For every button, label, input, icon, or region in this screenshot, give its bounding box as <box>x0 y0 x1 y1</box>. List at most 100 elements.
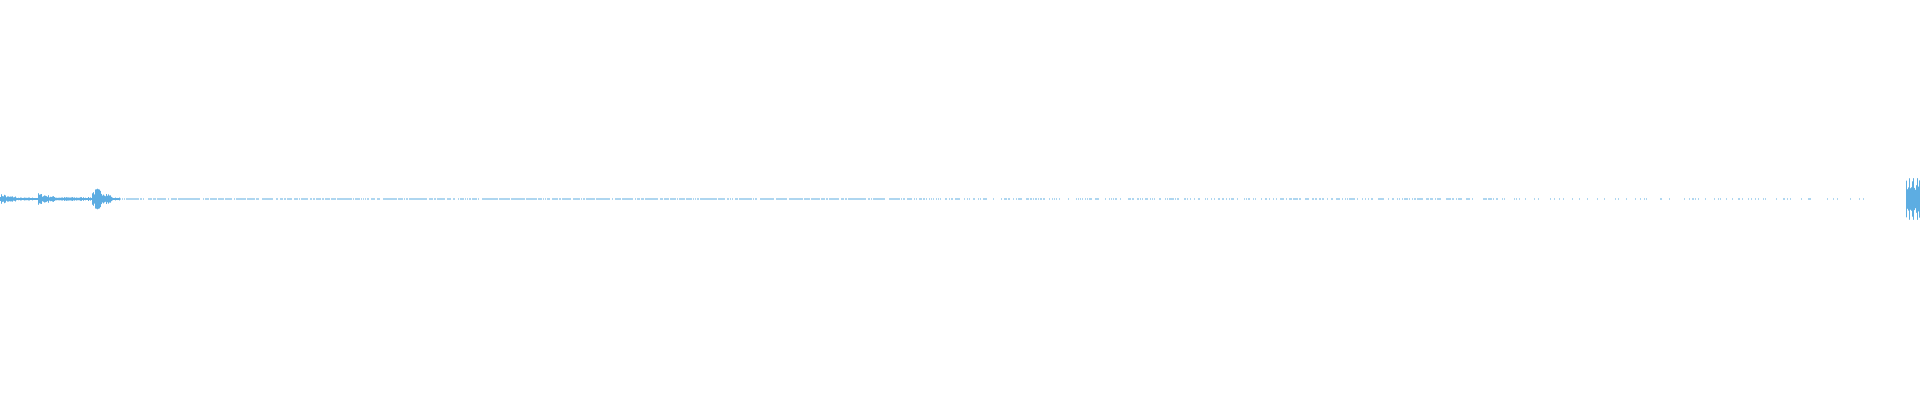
waveform-sample <box>916 198 917 200</box>
waveform-sample <box>1290 198 1291 200</box>
waveform-sample <box>1140 198 1141 200</box>
waveform-sample <box>307 198 308 200</box>
waveform-sample <box>1283 198 1284 200</box>
waveform-sample <box>838 198 839 200</box>
waveform-sample <box>579 198 580 200</box>
waveform-sample <box>178 198 179 200</box>
waveform-sample <box>898 198 899 200</box>
waveform-sample <box>399 198 400 200</box>
waveform-sample <box>1538 198 1539 200</box>
waveform-sample <box>599 198 600 200</box>
waveform-sample <box>745 198 746 200</box>
waveform-sample <box>262 198 263 200</box>
waveform-sample <box>339 198 340 200</box>
waveform-sample <box>1035 198 1036 200</box>
waveform-sample <box>64 197 65 201</box>
waveform-sample <box>1365 198 1366 200</box>
waveform-sample <box>474 198 475 200</box>
waveform-sample <box>494 198 495 200</box>
waveform-sample <box>1308 198 1309 200</box>
waveform-sample <box>567 198 568 200</box>
waveform-sample <box>1640 198 1641 200</box>
waveform-sample <box>384 198 385 200</box>
waveform-sample <box>1809 198 1810 200</box>
waveform-sample <box>365 198 366 200</box>
waveform-sample <box>1646 198 1647 200</box>
waveform-sample <box>531 198 532 200</box>
waveform-sample <box>8 196 9 202</box>
waveform-sample <box>277 198 278 200</box>
waveform-sample <box>744 198 745 200</box>
waveform-sample <box>637 198 638 200</box>
waveform-sample <box>1456 198 1457 200</box>
waveform-sample <box>264 198 265 200</box>
waveform-sample <box>715 198 716 200</box>
waveform-sample <box>75 197 76 201</box>
waveform-sample <box>14 197 15 201</box>
waveform-sample <box>506 198 507 200</box>
waveform-sample <box>1514 198 1515 200</box>
waveform-sample <box>351 198 352 200</box>
waveform-sample <box>623 198 624 200</box>
waveform-sample <box>30 198 31 200</box>
waveform-sample <box>1908 187 1909 211</box>
waveform-sample <box>586 198 587 200</box>
waveform-sample <box>1043 198 1044 200</box>
waveform-sample <box>163 198 164 200</box>
waveform-sample <box>1 194 2 204</box>
waveform-sample <box>908 198 909 200</box>
waveform-sample <box>1718 198 1719 200</box>
waveform-sample <box>97 188 98 210</box>
waveform-sample <box>431 198 432 200</box>
waveform-sample <box>208 198 209 200</box>
waveform-sample <box>372 198 373 200</box>
waveform-sample <box>1437 198 1438 200</box>
waveform-sample <box>150 198 151 200</box>
waveform-sample <box>429 198 430 200</box>
waveform-sample <box>769 198 770 200</box>
waveform-sample <box>435 198 436 200</box>
waveform-sample <box>863 198 864 200</box>
waveform-sample <box>1160 198 1161 200</box>
waveform-sample <box>834 198 835 200</box>
waveform-sample <box>175 198 176 200</box>
waveform-sample <box>248 198 249 200</box>
waveform-sample <box>197 198 198 200</box>
waveform-sample <box>496 198 497 200</box>
waveform-sample <box>612 198 613 200</box>
waveform-sample <box>1041 198 1042 200</box>
waveform-sample <box>1128 198 1129 200</box>
waveform-sample <box>475 198 476 200</box>
waveform-sample <box>798 198 799 200</box>
waveform-sample <box>1689 198 1690 200</box>
waveform-sample <box>398 198 399 200</box>
waveform-sample <box>353 198 354 200</box>
waveform-sample <box>449 198 450 200</box>
waveform-sample <box>368 198 369 200</box>
waveform-sample <box>417 198 418 200</box>
waveform-sample <box>395 198 396 200</box>
waveform-sample <box>505 198 506 200</box>
waveform-sample <box>819 198 820 200</box>
waveform-sample <box>373 198 374 200</box>
waveform-sample <box>1418 198 1419 200</box>
waveform-sample <box>1432 198 1433 200</box>
waveform-sample <box>1006 198 1007 200</box>
waveform-sample <box>876 198 877 200</box>
waveform-sample <box>230 198 231 200</box>
waveform-sample <box>415 198 416 200</box>
waveform-sample <box>1490 198 1491 200</box>
waveform-sample <box>189 198 190 200</box>
waveform-sample <box>1184 198 1185 200</box>
waveform-sample <box>784 198 785 200</box>
waveform-sample <box>527 198 528 200</box>
waveform-sample <box>897 198 898 200</box>
waveform-sample <box>827 198 828 200</box>
waveform-sample <box>534 198 535 200</box>
waveform-sample <box>320 198 321 200</box>
waveform-sample <box>530 198 531 200</box>
waveform-sample <box>1154 198 1155 200</box>
waveform-sample <box>103 194 104 204</box>
waveform-sample <box>802 198 803 200</box>
waveform-sample <box>423 198 424 200</box>
